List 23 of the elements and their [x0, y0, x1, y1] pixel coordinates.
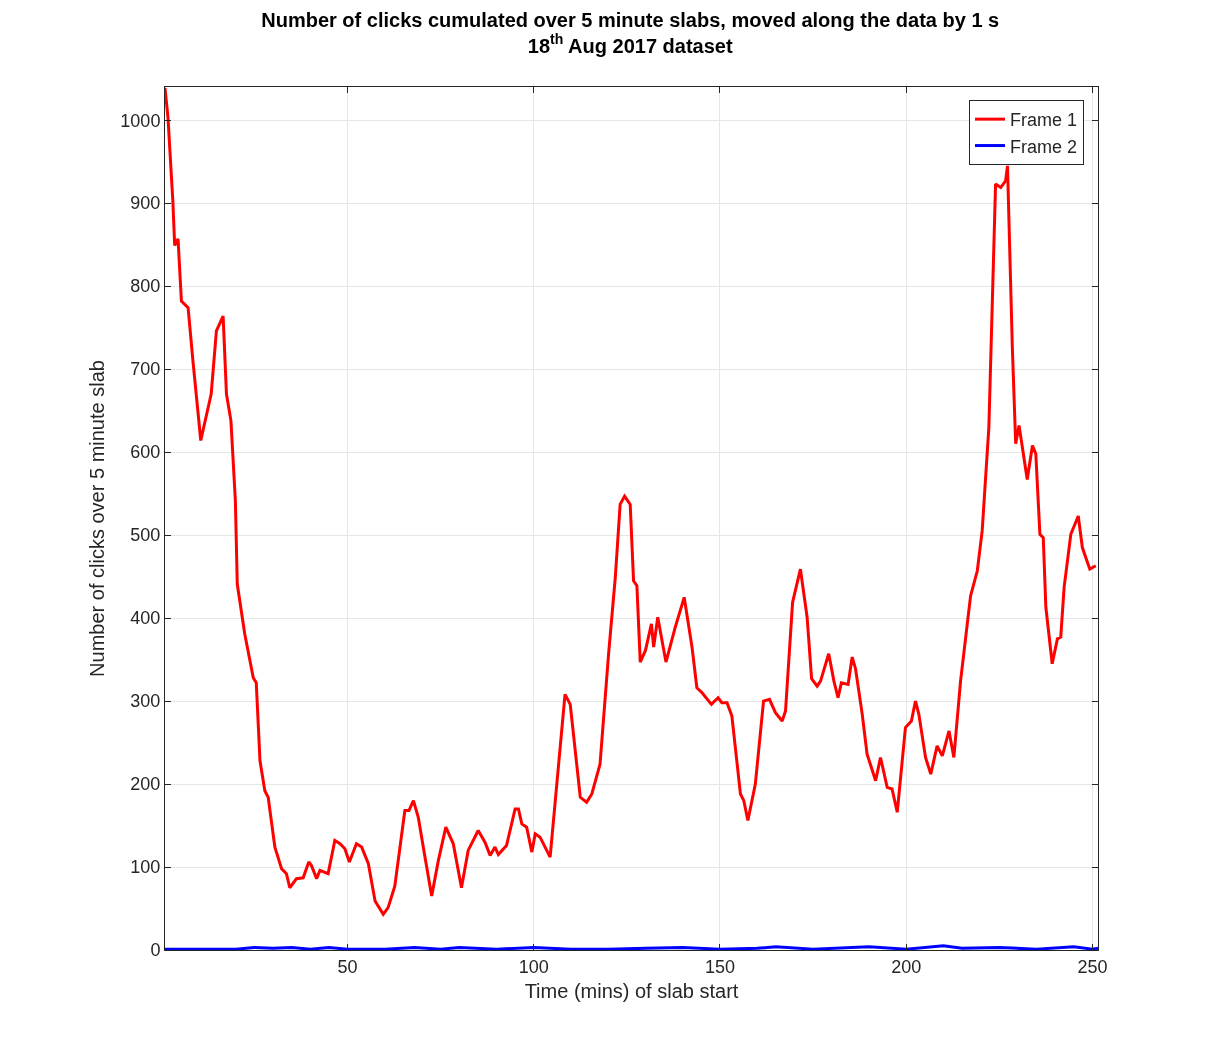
line-series	[165, 87, 1098, 916]
legend-label: Frame 1	[1010, 110, 1078, 131]
x-tick-label: 250	[1077, 956, 1108, 977]
y-tick-label: 1000	[120, 110, 161, 131]
y-tick-label: 100	[130, 857, 161, 878]
y-tick-label: 500	[130, 525, 161, 546]
x-tick-label: 100	[518, 956, 549, 977]
y-tick-label: 200	[130, 774, 161, 795]
y-tick-label: 800	[130, 276, 161, 297]
y-axis-title: Number of clicks over 5 minute slab	[85, 360, 108, 677]
x-tick-label: 50	[337, 956, 358, 977]
y-tick-label: 700	[130, 359, 161, 380]
x-axis-title: Time (mins) of slab start	[524, 980, 739, 1003]
x-tick-label: 200	[891, 956, 922, 977]
y-tick-label: 300	[130, 691, 161, 712]
legend-label: Frame 2	[1010, 136, 1078, 157]
chart-title: Number of clicks cumulated over 5 minute slabs, moved along the data by 1 s	[261, 8, 1000, 31]
x-tick-label: 150	[704, 956, 735, 977]
y-tick-label: 0	[150, 940, 161, 961]
y-tick-label: 600	[130, 442, 161, 463]
y-tick-label: 900	[130, 193, 161, 214]
y-tick-label: 400	[130, 608, 161, 629]
chart-subtitle: 18$^{th}$ Aug 2017 dataset	[527, 31, 733, 57]
